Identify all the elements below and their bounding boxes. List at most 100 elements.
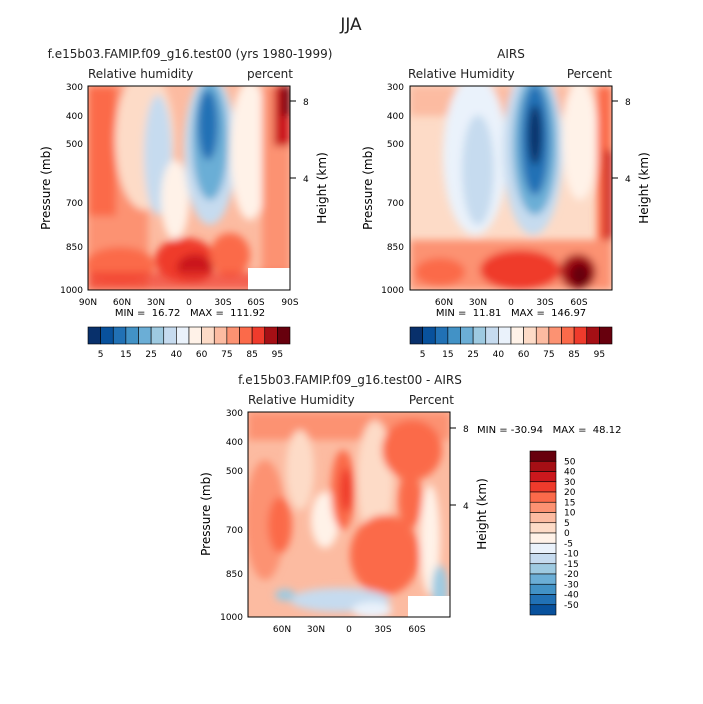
diff-ytick: 300 bbox=[226, 409, 243, 419]
diff-ytick: 1000 bbox=[220, 613, 243, 623]
colorbar-label: 25 bbox=[145, 350, 156, 360]
airs-y2tick: 8 bbox=[625, 98, 631, 108]
panel-diff-left-label: Relative Humidity bbox=[248, 393, 355, 407]
colorbar-swatch bbox=[150, 326, 165, 345]
diff-ylabel: Pressure (mb) bbox=[199, 472, 213, 556]
colorbar-label: 75 bbox=[543, 350, 554, 360]
colorbar-label: 60 bbox=[518, 350, 530, 360]
colorbar-label: 5 bbox=[564, 519, 570, 529]
colorbar-label: 20 bbox=[564, 488, 576, 498]
colorbar-swatch bbox=[510, 326, 524, 345]
colorbar-swatch bbox=[529, 512, 557, 524]
model-x-ticks: 90N 60N 30N 0 30S 60S 90S bbox=[79, 298, 299, 308]
colorbar-label: 50 bbox=[564, 457, 576, 467]
model-xtick: 90S bbox=[281, 298, 298, 308]
colorbar-swatch bbox=[529, 553, 557, 565]
model-ylabel: Pressure (mb) bbox=[39, 146, 53, 230]
colorbar-swatch bbox=[561, 326, 575, 345]
model-plot-frame bbox=[87, 85, 291, 291]
colorbar-swatch bbox=[422, 326, 436, 345]
colorbar-swatch bbox=[447, 326, 461, 345]
panel-model-title: f.e15b03.FAMIP.f09_g16.test00 (yrs 1980-… bbox=[48, 47, 333, 61]
airs-plot-frame bbox=[409, 85, 613, 291]
colorbar-swatch bbox=[529, 604, 557, 616]
colorbar-label: 5 bbox=[98, 350, 104, 360]
model-y2tick: 4 bbox=[303, 175, 309, 185]
diff-y2tick: 4 bbox=[463, 502, 469, 512]
panel-model-right-label: percent bbox=[247, 67, 293, 81]
colorbar-label: 40 bbox=[564, 468, 576, 478]
diff-xtick: 0 bbox=[346, 625, 352, 635]
model-ytick: 1000 bbox=[60, 286, 83, 296]
colorbar-label: 85 bbox=[568, 350, 579, 360]
panel-airs-right-label: Percent bbox=[567, 67, 612, 81]
diff-xtick: 30N bbox=[307, 625, 325, 635]
model-xtick: 0 bbox=[186, 298, 192, 308]
panel-model-left-label: Relative humidity bbox=[88, 67, 193, 81]
colorbar-swatch bbox=[125, 326, 139, 345]
model-minmax: MIN = 16.72 MAX = 111.92 bbox=[115, 308, 265, 319]
model-xtick: 30S bbox=[214, 298, 231, 308]
colorbar-swatch bbox=[523, 326, 537, 345]
colorbar-swatch bbox=[434, 326, 449, 345]
diff-y-ticks: 300 400 500 700 850 1000 bbox=[220, 409, 243, 623]
airs-y2-ticks: 8 4 bbox=[612, 98, 631, 185]
colorbar-label: 0 bbox=[564, 529, 570, 539]
airs-ytick: 850 bbox=[387, 243, 404, 253]
diff-y2tick: 8 bbox=[463, 425, 469, 435]
airs-ytick: 700 bbox=[387, 199, 404, 209]
colorbar-swatch bbox=[529, 471, 557, 483]
colorbar-label: 40 bbox=[171, 350, 183, 360]
colorbar-swatch bbox=[529, 491, 557, 503]
model-y2-ticks: 8 4 bbox=[290, 98, 309, 185]
colorbar-swatch bbox=[472, 326, 487, 345]
airs-ytick: 400 bbox=[387, 112, 404, 122]
airs-x-ticks: 60N 30N 0 30S 60S bbox=[435, 298, 588, 308]
colorbar-swatch bbox=[201, 326, 215, 345]
panel-model: f.e15b03.FAMIP.f09_g16.test00 (yrs 1980-… bbox=[39, 47, 332, 360]
model-ytick: 300 bbox=[66, 83, 83, 93]
colorbar-label: -40 bbox=[564, 591, 579, 601]
airs-ylabel: Pressure (mb) bbox=[361, 146, 375, 230]
airs-xtick: 60N bbox=[435, 298, 453, 308]
colorbar-swatch bbox=[529, 460, 557, 472]
colorbar-label: 10 bbox=[564, 509, 576, 519]
colorbar-swatch bbox=[529, 522, 557, 534]
colorbar-swatch bbox=[87, 326, 101, 345]
colorbar-swatch bbox=[599, 326, 613, 345]
colorbar-swatch bbox=[529, 583, 557, 595]
model-y2label: Height (km) bbox=[315, 152, 329, 223]
diff-ytick: 700 bbox=[226, 526, 243, 536]
colorbar-swatch bbox=[529, 563, 557, 575]
colorbar-label: -15 bbox=[564, 560, 579, 570]
colorbar-swatch bbox=[239, 326, 253, 345]
colorbar-label: 40 bbox=[493, 350, 505, 360]
colorbar-swatch bbox=[138, 326, 152, 345]
colorbar-swatch bbox=[535, 326, 550, 345]
model-ytick: 850 bbox=[66, 243, 83, 253]
diff-minmax: MIN = -30.94 MAX = 48.12 bbox=[477, 425, 621, 436]
diff-xtick: 60S bbox=[408, 625, 425, 635]
model-ytick: 700 bbox=[66, 199, 83, 209]
airs-xtick: 30S bbox=[536, 298, 553, 308]
airs-ytick: 300 bbox=[387, 83, 404, 93]
colorbar-label: 85 bbox=[246, 350, 257, 360]
colorbar-swatch bbox=[460, 326, 474, 345]
colorbar-label: 5 bbox=[420, 350, 426, 360]
figure-title: JJA bbox=[339, 15, 362, 35]
airs-y-ticks: 300 400 500 700 850 1000 bbox=[381, 83, 404, 296]
colorbar-swatch bbox=[529, 542, 557, 554]
colorbar-swatch bbox=[213, 326, 228, 345]
colorbar-label: 15 bbox=[564, 498, 575, 508]
colorbar-swatch bbox=[264, 326, 278, 345]
airs-ytick: 1000 bbox=[381, 286, 404, 296]
colorbar-label: 60 bbox=[196, 350, 208, 360]
diff-x-ticks: 60N 30N 0 30S 60S bbox=[273, 625, 426, 635]
airs-field bbox=[410, 86, 612, 290]
colorbar-label: -10 bbox=[564, 550, 579, 560]
diff-xtick: 60N bbox=[273, 625, 291, 635]
airs-minmax: MIN = 11.81 MAX = 146.97 bbox=[436, 308, 586, 319]
colorbar-swatch bbox=[529, 450, 557, 462]
colorbar-swatch bbox=[112, 326, 127, 345]
